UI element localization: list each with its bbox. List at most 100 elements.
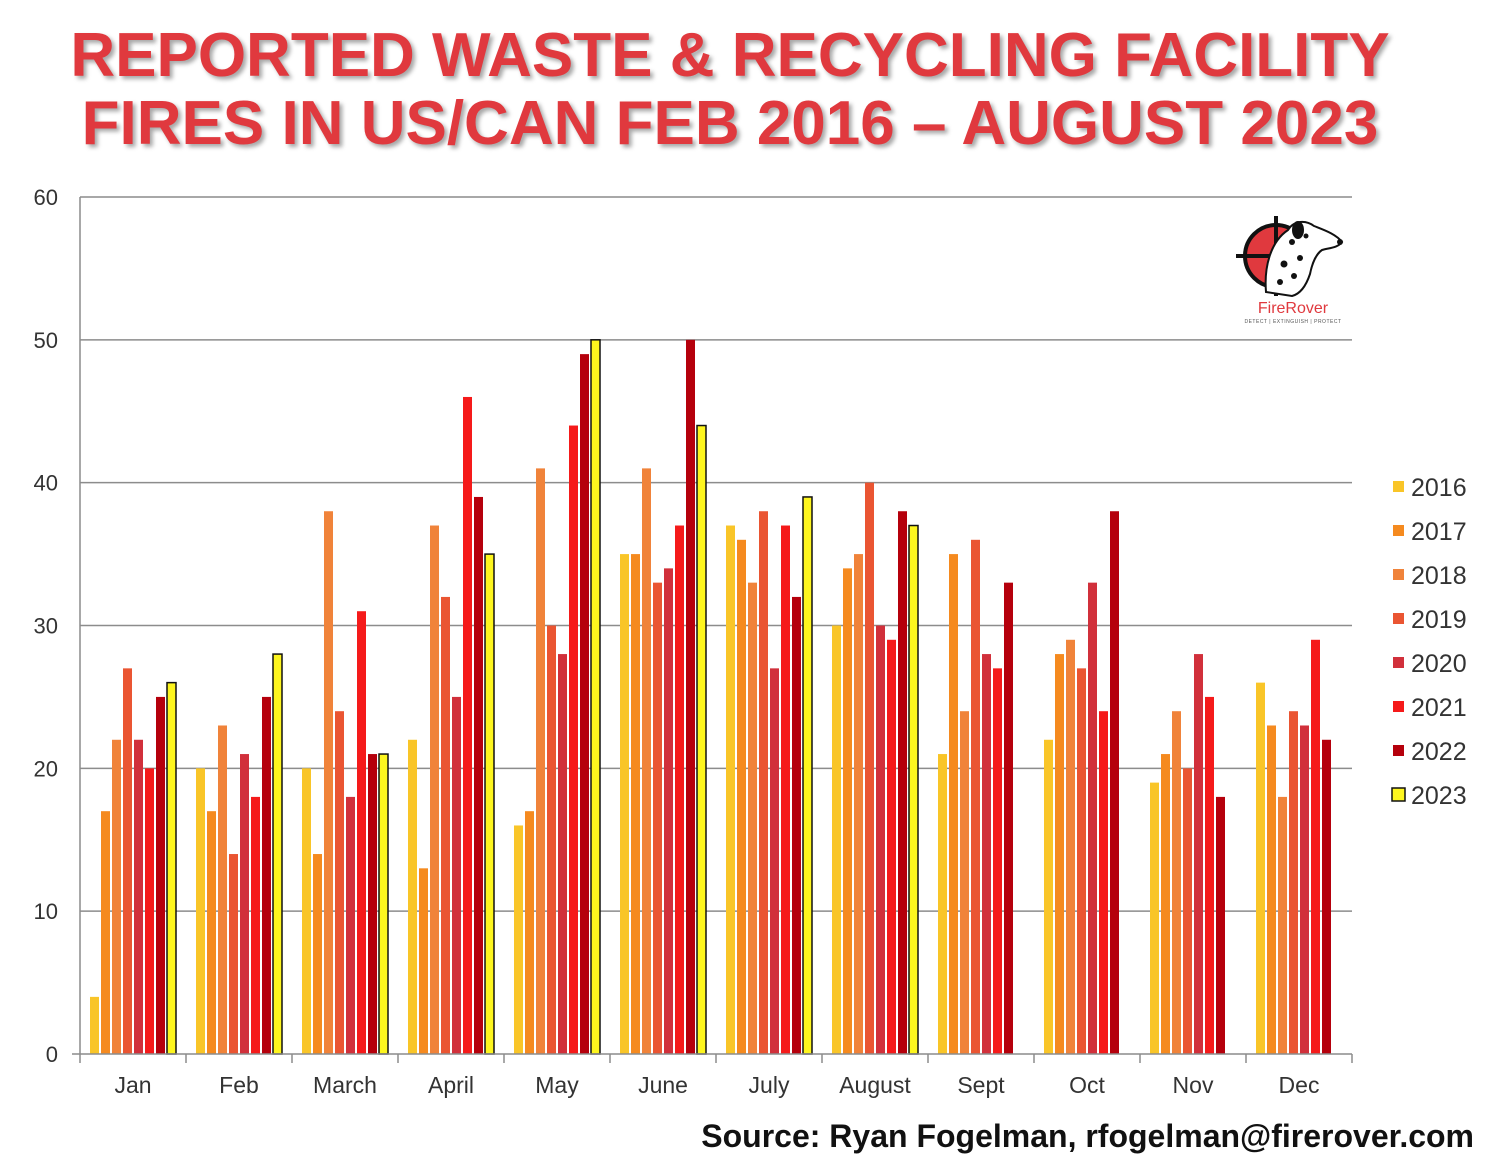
legend-label-2022: 2022 [1411,738,1467,766]
bar-2022-august [898,511,907,1054]
y-axis-tick-labels: 0 10 20 30 40 50 60 [34,185,58,1067]
bar-2018-feb [218,725,227,1054]
legend-label-2020: 2020 [1411,650,1467,678]
bar-2018-july [748,582,757,1054]
bar-2020-feb [240,754,249,1054]
bar-2018-oct [1066,639,1075,1054]
bar-2018-june [642,468,651,1055]
bar-2019-april [441,596,450,1054]
x-tick-label: June [638,1072,688,1098]
bar-2022-march [368,754,377,1054]
bar-2018-may [536,468,545,1055]
bar-2021-july [781,525,790,1054]
bar-2023-april [484,553,495,1055]
x-tick-label: Nov [1173,1072,1214,1098]
bar-2022-jan [156,696,165,1054]
bar-2022-july [792,596,801,1054]
legend-swatch-2016 [1393,481,1404,492]
bar-2020-june [664,568,673,1054]
x-tick-label: Jan [114,1072,151,1098]
logo-wordmark: FireRover [1257,300,1329,317]
bar-2021-nov [1205,696,1214,1054]
bar-2017-may [525,811,534,1054]
legend-swatch-2023 [1391,787,1406,802]
x-tick-label: Sept [957,1072,1005,1098]
x-tick-label: April [428,1072,474,1098]
y-tick-label: 30 [34,614,58,639]
bar-2017-nov [1161,754,1170,1054]
logo-tagline: DETECT | EXTINGUISH | PROTECT [1244,319,1342,325]
bar-2016-sept [938,754,947,1054]
legend-label-2021: 2021 [1411,694,1467,722]
bar-2019-may [547,625,556,1054]
bar-2021-oct [1099,711,1108,1054]
x-tick-label: August [839,1072,911,1098]
bar-2016-july [726,525,735,1054]
bar-2018-march [324,511,333,1054]
bar-2018-jan [112,739,121,1054]
chart-title-line-1: REPORTED WASTE & RECYCLING FACILITY [70,21,1390,90]
bar-2018-august [854,554,863,1054]
x-tick-label: Oct [1069,1072,1105,1098]
bar-2019-oct [1077,668,1086,1054]
bar-2022-oct [1110,511,1119,1054]
bar-2016-feb [196,768,205,1054]
bar-2021-feb [251,796,260,1054]
bar-2016-march [302,768,311,1054]
y-tick-label: 50 [34,328,58,353]
y-tick-label: 20 [34,756,58,781]
bar-2021-june [675,525,684,1054]
bar-2022-may [580,354,589,1054]
bar-2020-dec [1300,725,1309,1054]
bar-2020-oct [1088,582,1097,1054]
bar-2017-april [419,868,428,1054]
bar-2022-dec [1322,739,1331,1054]
gridlines [80,196,1352,912]
legend-label-2017: 2017 [1411,518,1467,546]
bar-2020-july [770,668,779,1054]
bar-2023-august [908,524,919,1055]
bar-2020-march [346,796,355,1054]
bar-2021-august [887,639,896,1054]
bar-2020-nov [1194,654,1203,1054]
legend-swatch-2018 [1393,569,1404,580]
bar-2023-feb [272,653,283,1055]
bars [90,339,1331,1055]
legend: 2016 2017 2018 2019 2020 2021 2022 2023 [1391,474,1467,810]
chart-title-line-2: FIRES IN US/CAN FEB 2016 – AUGUST 2023 [81,89,1379,158]
bar-2019-june [653,582,662,1054]
bar-2018-sept [960,711,969,1054]
x-tick-label: July [749,1072,790,1098]
bar-2021-dec [1311,639,1320,1054]
bar-2020-sept [982,654,991,1054]
x-tick-label: Dec [1279,1072,1320,1098]
bar-2019-nov [1183,768,1192,1054]
bar-2023-march [378,753,389,1055]
bar-2023-july [802,496,813,1055]
bar-2016-august [832,625,841,1054]
bar-2017-march [313,854,322,1054]
bar-2017-august [843,568,852,1054]
bar-2016-nov [1150,782,1159,1054]
bar-2017-oct [1055,654,1064,1054]
bar-2021-sept [993,668,1002,1054]
legend-swatch-2020 [1393,657,1404,668]
legend-swatch-2019 [1393,613,1404,624]
bar-2016-oct [1044,739,1053,1054]
bar-2019-sept [971,539,980,1054]
bar-2021-april [463,396,472,1054]
bar-2020-may [558,654,567,1054]
legend-swatch-2017 [1393,525,1404,536]
bar-2016-jan [90,996,99,1054]
bar-2020-jan [134,739,143,1054]
bar-2016-dec [1256,682,1265,1054]
bar-2021-may [569,425,578,1054]
legend-label-2023: 2023 [1411,782,1467,810]
x-tick-label: March [313,1072,377,1098]
legend-label-2019: 2019 [1411,606,1467,634]
bar-2022-june [686,339,695,1054]
x-tick-label: May [535,1072,579,1098]
bar-2016-may [514,825,523,1054]
bar-2022-feb [262,696,271,1054]
